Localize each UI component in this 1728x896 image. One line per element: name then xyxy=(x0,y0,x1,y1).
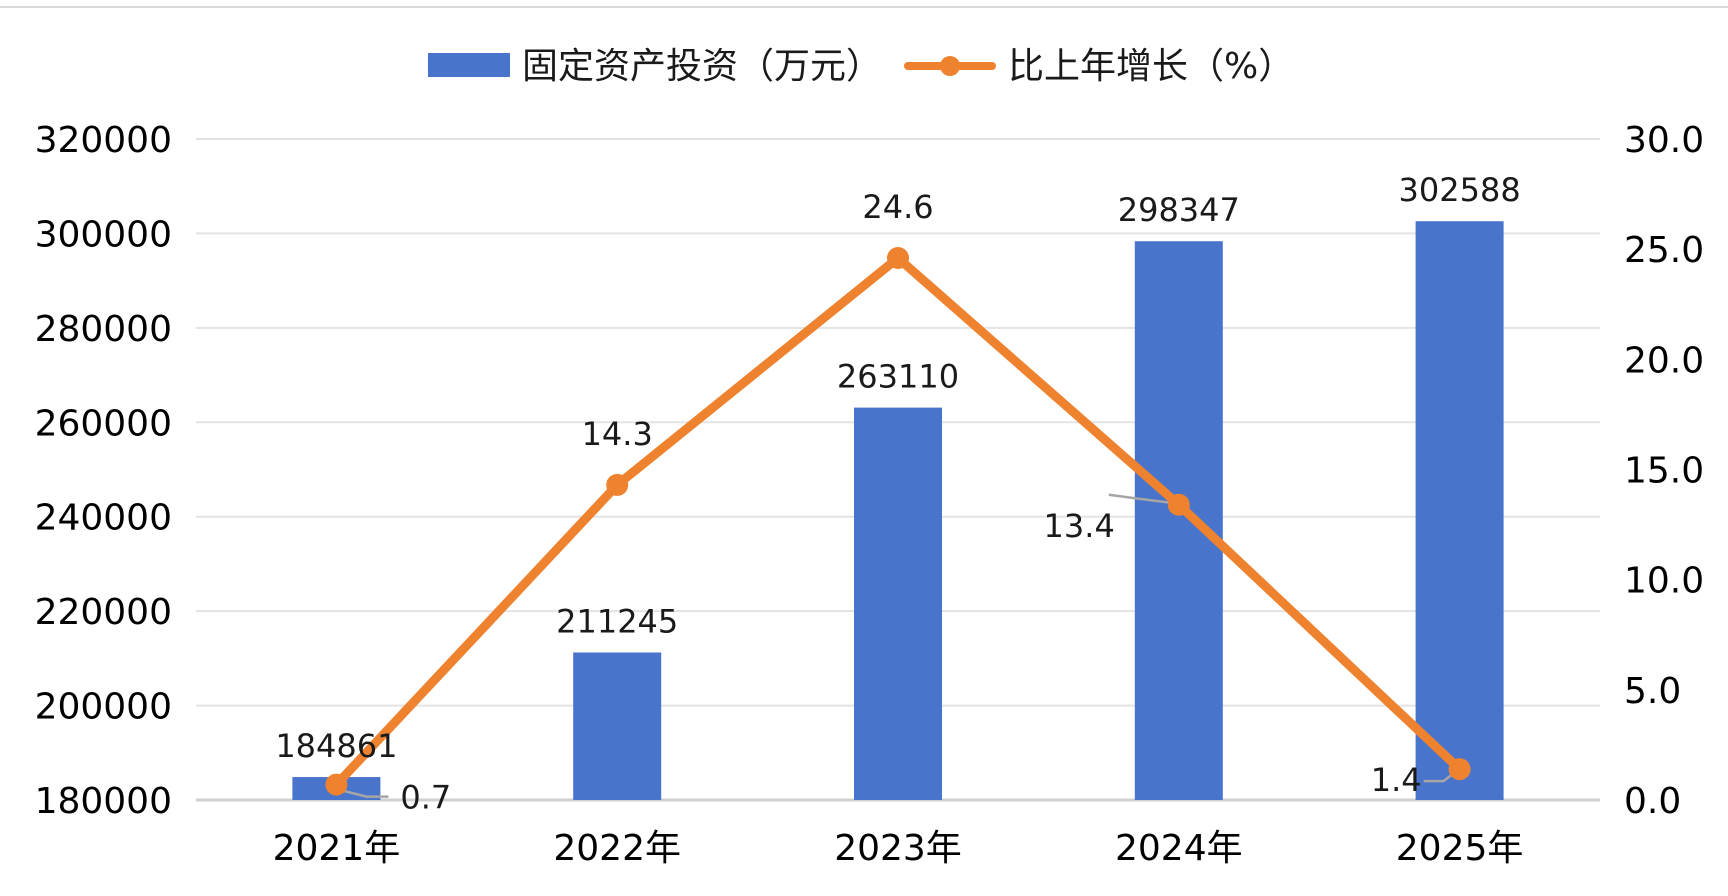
y-right-tick-label: 25.0 xyxy=(1624,230,1704,271)
label-leader-lines xyxy=(342,493,1455,798)
x-tick-label: 2025年 xyxy=(1396,828,1524,869)
bar xyxy=(573,652,662,800)
line-point xyxy=(606,473,629,496)
line-series xyxy=(325,246,1471,796)
line-point xyxy=(325,773,348,796)
y-axis-left: 180000 200000 220000 240000 260000 280000 3000… xyxy=(35,120,172,822)
line-value-label: 24.6 xyxy=(862,188,933,226)
y-right-tick-label: 15.0 xyxy=(1624,451,1704,492)
line-value-label: 0.7 xyxy=(400,779,451,817)
legend: 固定资产投资（万元） 比上年增长（%） xyxy=(428,46,1294,87)
legend-line-marker xyxy=(940,56,960,76)
data-labels: 184861 211245 263110 298347 302588 0.7 14.3 24.… xyxy=(275,171,1520,816)
bar-value-label: 298347 xyxy=(1118,191,1240,229)
x-tick-label: 2021年 xyxy=(273,828,401,869)
top-border xyxy=(0,6,1728,8)
x-tick-label: 2024年 xyxy=(1115,828,1243,869)
bar xyxy=(1415,221,1504,800)
line-value-label: 1.4 xyxy=(1371,761,1422,799)
legend-bar-label: 固定资产投资（万元） xyxy=(522,46,882,87)
bar xyxy=(854,407,942,800)
bar-value-label: 263110 xyxy=(837,358,959,396)
y-left-tick-label: 180000 xyxy=(35,781,172,822)
line-value-label: 14.3 xyxy=(582,415,653,453)
bar xyxy=(1134,241,1223,800)
y-left-tick-label: 320000 xyxy=(35,120,172,161)
y-left-tick-label: 200000 xyxy=(35,687,172,728)
bar-series xyxy=(292,221,1504,800)
bar-value-label: 302588 xyxy=(1399,171,1521,209)
x-axis: 2021年 2022年 2023年 2024年 2025年 xyxy=(273,828,1524,869)
y-left-tick-label: 240000 xyxy=(35,498,172,539)
leader-line xyxy=(1108,493,1171,504)
y-right-tick-label: 5.0 xyxy=(1624,671,1681,712)
leader-line xyxy=(1423,772,1455,783)
bar-value-label: 184861 xyxy=(275,727,397,765)
y-right-tick-label: 0.0 xyxy=(1624,781,1681,822)
y-left-tick-label: 220000 xyxy=(35,592,172,633)
y-left-tick-label: 280000 xyxy=(35,309,172,350)
line-value-label: 13.4 xyxy=(1044,507,1115,545)
y-right-tick-label: 20.0 xyxy=(1624,340,1704,381)
y-left-tick-label: 300000 xyxy=(35,214,172,255)
x-tick-label: 2022年 xyxy=(553,828,681,869)
y-right-tick-label: 30.0 xyxy=(1624,120,1704,161)
y-right-tick-label: 10.0 xyxy=(1624,561,1704,602)
x-tick-label: 2023年 xyxy=(834,828,962,869)
line-point xyxy=(887,246,909,269)
line-point xyxy=(1167,493,1190,516)
y-axis-right: 0.0 5.0 10.0 15.0 20.0 25.0 30.0 xyxy=(1624,120,1704,822)
legend-bar-swatch xyxy=(428,53,510,77)
y-left-tick-label: 260000 xyxy=(35,403,172,444)
legend-line-label: 比上年增长（%） xyxy=(1008,46,1294,87)
line-point xyxy=(1448,758,1471,781)
leader-line xyxy=(342,789,389,798)
bar-value-label: 211245 xyxy=(556,602,678,640)
